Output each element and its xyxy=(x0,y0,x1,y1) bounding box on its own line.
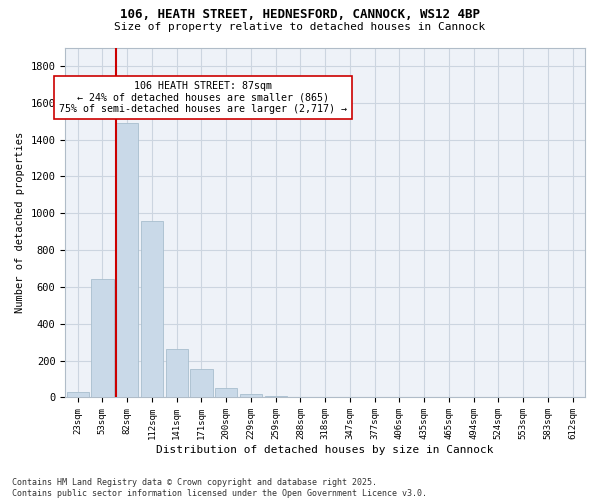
Text: 106, HEATH STREET, HEDNESFORD, CANNOCK, WS12 4BP: 106, HEATH STREET, HEDNESFORD, CANNOCK, … xyxy=(120,8,480,20)
Text: Contains HM Land Registry data © Crown copyright and database right 2025.
Contai: Contains HM Land Registry data © Crown c… xyxy=(12,478,427,498)
Bar xyxy=(190,369,212,398)
Bar xyxy=(67,392,89,398)
Text: Size of property relative to detached houses in Cannock: Size of property relative to detached ho… xyxy=(115,22,485,32)
Text: 106 HEATH STREET: 87sqm
← 24% of detached houses are smaller (865)
75% of semi-d: 106 HEATH STREET: 87sqm ← 24% of detache… xyxy=(59,80,347,114)
Bar xyxy=(289,396,311,398)
X-axis label: Distribution of detached houses by size in Cannock: Distribution of detached houses by size … xyxy=(157,445,494,455)
Bar xyxy=(141,220,163,398)
Y-axis label: Number of detached properties: Number of detached properties xyxy=(15,132,25,313)
Bar xyxy=(240,394,262,398)
Bar xyxy=(215,388,237,398)
Bar xyxy=(265,396,287,398)
Bar xyxy=(166,348,188,398)
Bar xyxy=(116,123,138,398)
Bar xyxy=(314,397,336,398)
Bar xyxy=(91,278,113,398)
